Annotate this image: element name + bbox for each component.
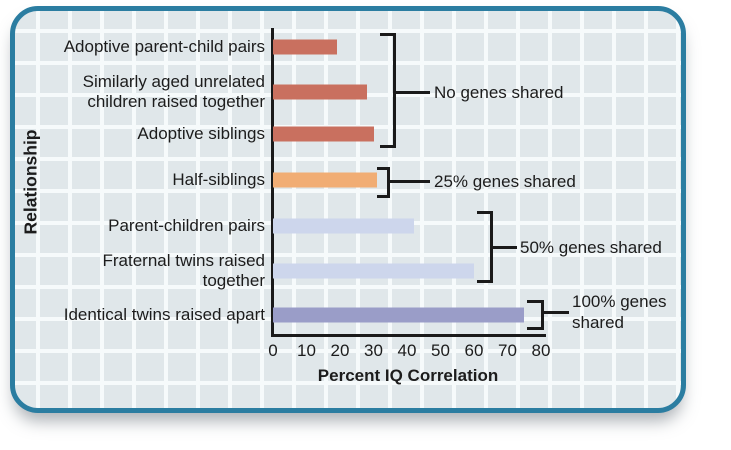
x-tick-label: 40 (397, 341, 417, 360)
x-tick-label: 50 (431, 341, 450, 360)
bar-row: Adoptive parent-child pairs (18, 24, 578, 70)
bracket-connector (493, 246, 517, 249)
category-label: Fraternal twins raised together (102, 251, 265, 290)
bar-row: Fraternal twins raised together (18, 248, 578, 294)
bracket-connector (544, 311, 569, 314)
chart-card (10, 6, 686, 413)
bracket-100-genes-shared (527, 300, 544, 330)
bar-row: Similarly aged unrelated children raised… (18, 69, 578, 115)
bracket-connector (396, 91, 430, 94)
category-label: Adoptive parent-child pairs (63, 37, 265, 56)
x-axis-line (271, 334, 546, 337)
bar-row: Adoptive siblings (18, 111, 578, 157)
category-label: Parent-children pairs (108, 216, 265, 235)
category-label: Half-siblings (172, 170, 265, 189)
bar-identical-twins-raised-apart (273, 307, 525, 323)
bar-row: Parent-children pairs (18, 203, 578, 249)
bar-half-siblings (273, 172, 377, 188)
x-tick-label: 80 (531, 341, 551, 360)
x-tick-label: 30 (364, 341, 383, 360)
x-tick-label: 70 (498, 341, 517, 360)
bracket-no-genes-shared (380, 33, 396, 148)
bar-similarly-aged-unrelated-children (273, 84, 367, 100)
category-label: Similarly aged unrelated children raised… (82, 72, 265, 111)
annotation-50-genes-shared: 50% genes shared (520, 238, 662, 257)
bar-adoptive-siblings (273, 126, 374, 142)
bar-row: Identical twins raised apart (18, 292, 578, 338)
category-label: Identical twins raised apart (63, 305, 265, 324)
bracket-connector (390, 180, 430, 183)
x-tick-label: 0 (268, 341, 278, 360)
category-label: Adoptive siblings (137, 124, 265, 143)
bracket-25-genes-shared (377, 167, 390, 198)
annotation-no-genes-shared: No genes shared (434, 83, 564, 102)
y-axis-line (271, 28, 274, 336)
x-tick-label: 10 (297, 341, 316, 360)
bracket-50-genes-shared (477, 211, 493, 283)
bar-parent-children-pairs (273, 218, 414, 234)
bar-fraternal-twins-raised-together (273, 263, 474, 279)
bar-row: Half-siblings (18, 157, 578, 203)
x-tick-label: 60 (464, 341, 484, 360)
bar-adoptive-parent-child-pairs (273, 39, 337, 55)
annotation-25-genes-shared: 25% genes shared (434, 172, 576, 191)
x-tick-label: 20 (330, 341, 350, 360)
annotation-100-genes-shared: 100% genes shared (572, 292, 667, 332)
x-axis-title: Percent IQ Correlation (317, 366, 499, 385)
